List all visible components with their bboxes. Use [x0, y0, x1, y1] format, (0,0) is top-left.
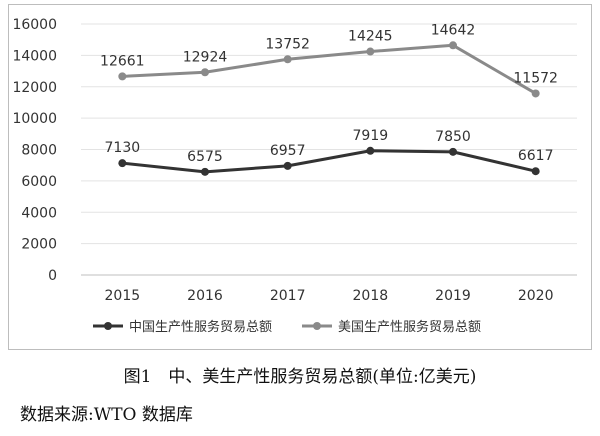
data-label: 6575: [187, 149, 223, 165]
x-tick-label: 2019: [435, 288, 471, 304]
data-label: 14245: [348, 29, 393, 45]
x-tick-label: 2020: [518, 288, 554, 304]
y-tick-label: 16000: [12, 17, 57, 33]
figure-caption: 图1 中、美生产性服务贸易总额(单位:亿美元): [123, 367, 477, 387]
series-line-2: [122, 43, 537, 95]
data-label: 11572: [513, 70, 558, 86]
data-point: [118, 159, 127, 168]
line-chart: 0 2000 4000 6000 8000 10000 12000 14000 16000 20…: [12, 17, 577, 335]
y-tick-label: 14000: [12, 48, 57, 64]
data-point: [201, 167, 209, 176]
x-tick-label: 2018: [353, 288, 389, 304]
data-label: 7850: [435, 129, 471, 145]
data-label: 12661: [100, 53, 145, 69]
legend-swatch-marker: [104, 322, 112, 330]
data-source: 数据来源:WTO 数据库: [20, 405, 193, 425]
chart-frame: 0 2000 4000 6000 8000 10000 12000 14000 16000 20…: [8, 4, 592, 350]
y-tick-label: 10000: [12, 111, 57, 127]
x-tick-label: 2016: [187, 288, 223, 304]
data-label: 7919: [353, 128, 389, 144]
y-tick-label: 6000: [21, 174, 57, 190]
x-tick-label: 2015: [105, 288, 141, 304]
data-label: 7130: [105, 140, 141, 156]
data-point: [283, 55, 292, 64]
data-point: [449, 147, 457, 156]
series-line-1: [122, 149, 537, 174]
data-point: [366, 47, 375, 56]
data-label: 6957: [270, 143, 306, 159]
legend-label: 美国生产性服务贸易总额: [338, 319, 481, 335]
data-point: [531, 89, 540, 98]
y-tick-label: 8000: [21, 143, 57, 159]
data-point: [449, 41, 457, 50]
y-tick-label: 0: [48, 268, 57, 284]
data-label: 12924: [183, 49, 228, 65]
data-label: 13752: [265, 36, 310, 52]
legend-label: 中国生产性服务贸易总额: [129, 319, 272, 335]
data-label: 6617: [518, 148, 554, 164]
y-tick-label: 12000: [12, 80, 57, 96]
data-point: [366, 146, 375, 155]
data-label: 14642: [431, 22, 476, 38]
x-tick-label: 2017: [270, 288, 306, 304]
y-tick-label: 4000: [21, 205, 57, 221]
y-tick-label: 2000: [21, 237, 57, 253]
data-point: [531, 167, 540, 176]
data-point: [283, 161, 292, 170]
data-point: [201, 68, 209, 77]
legend-swatch-marker: [313, 322, 321, 330]
data-point: [118, 72, 127, 81]
